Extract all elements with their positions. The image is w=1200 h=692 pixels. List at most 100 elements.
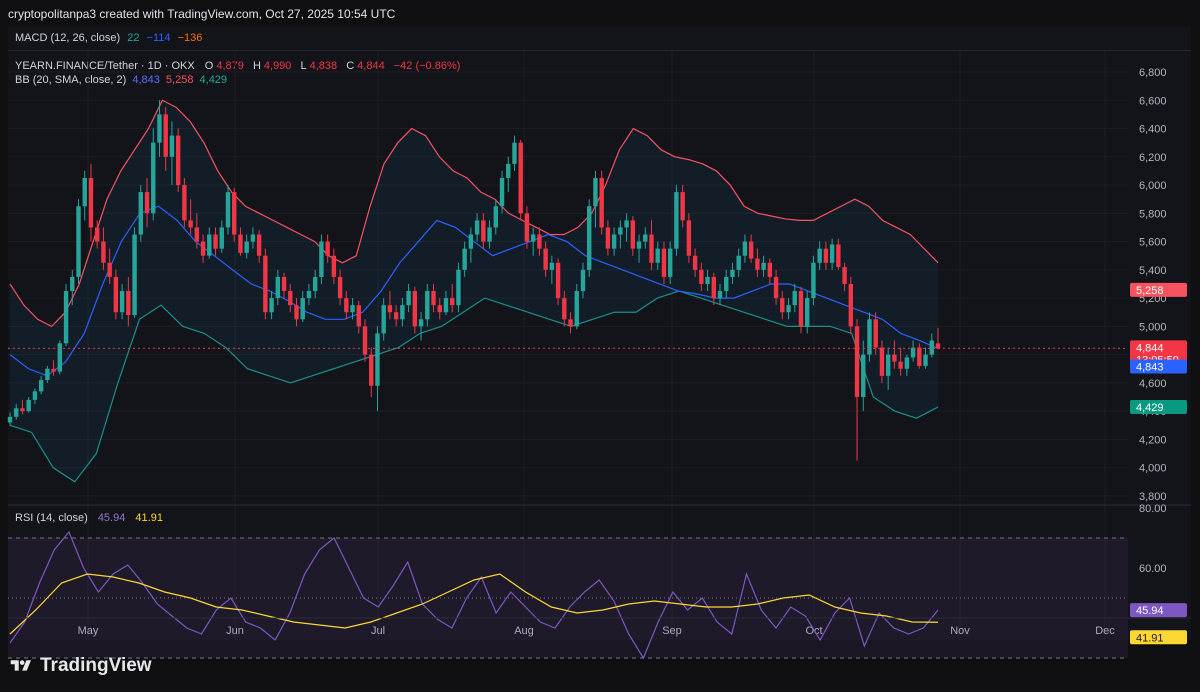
candle-body bbox=[736, 255, 741, 270]
candle-body bbox=[904, 357, 910, 369]
price-tick-label: 6,200 bbox=[1139, 152, 1167, 164]
candle-body bbox=[605, 227, 611, 249]
candle-body bbox=[611, 234, 617, 249]
candle-body bbox=[225, 192, 231, 228]
price-tick-label: 4,600 bbox=[1139, 378, 1167, 390]
candle-body bbox=[543, 248, 548, 270]
tradingview-logo[interactable]: TradingView bbox=[8, 655, 152, 677]
candle-body bbox=[331, 255, 337, 277]
time-tick-label: Nov bbox=[950, 625, 970, 637]
time-tick-label: Sep bbox=[662, 625, 682, 637]
candle-body bbox=[38, 380, 44, 392]
candle-body bbox=[786, 305, 791, 313]
candle-body bbox=[113, 276, 119, 313]
rsi-ma-value: 41.91 bbox=[135, 512, 163, 524]
candle-body bbox=[263, 255, 268, 313]
rsi-tag-bg bbox=[1130, 603, 1187, 618]
candle-body bbox=[562, 298, 567, 320]
bb-basis-line bbox=[9, 205, 939, 377]
rsi-ma-tag-bg bbox=[1130, 630, 1187, 645]
candle-body bbox=[300, 298, 305, 320]
candle-body bbox=[661, 248, 667, 277]
candle-body bbox=[281, 276, 287, 292]
candle-body bbox=[126, 291, 131, 316]
candle-body bbox=[132, 234, 137, 316]
candle-body bbox=[51, 368, 56, 372]
candle-body bbox=[524, 213, 530, 242]
candle-body bbox=[275, 276, 281, 299]
candle-body bbox=[325, 241, 330, 256]
upper-band-tag-text: 5,258 bbox=[1136, 285, 1164, 297]
candle-body bbox=[537, 234, 542, 249]
candle-body bbox=[724, 276, 729, 292]
candle-body bbox=[232, 192, 237, 235]
candle-body bbox=[761, 262, 766, 270]
candle-body bbox=[45, 368, 50, 381]
pane-separator[interactable] bbox=[8, 50, 1191, 51]
price-tick-label: 4,200 bbox=[1139, 434, 1167, 446]
candle-body bbox=[431, 291, 436, 306]
candle-body bbox=[767, 262, 773, 277]
candle-body bbox=[94, 227, 100, 242]
time-tick-label: Jun bbox=[226, 625, 244, 637]
candle-body bbox=[493, 206, 498, 228]
tradingview-icon bbox=[10, 660, 31, 671]
time-tick-label: May bbox=[78, 625, 99, 637]
candle-body bbox=[369, 354, 374, 386]
candle-body bbox=[910, 347, 916, 358]
symbol-name: YEARN.FINANCE/Tether · 1D · OKX bbox=[15, 60, 195, 72]
candle-body bbox=[892, 354, 897, 362]
candle-body bbox=[269, 298, 274, 313]
macd-value-2: −114 bbox=[146, 32, 171, 44]
time-tick-label: Jul bbox=[371, 625, 385, 637]
candle-body bbox=[200, 241, 206, 256]
candle-body bbox=[107, 262, 112, 277]
bb-lower-line bbox=[9, 290, 939, 483]
candle-body bbox=[655, 248, 660, 263]
candle-body bbox=[817, 248, 822, 263]
candle-body bbox=[194, 227, 200, 242]
close-label: C bbox=[346, 60, 355, 72]
macd-value-1: 22 bbox=[127, 32, 140, 44]
candle-body bbox=[406, 291, 411, 306]
candle-body bbox=[699, 269, 704, 284]
candle-body bbox=[381, 305, 386, 334]
candle-body bbox=[580, 269, 586, 292]
bb-legend[interactable]: BB (20, SMA, close, 2) 4,843 5,258 4,429 bbox=[15, 74, 230, 86]
price-tick-label: 6,000 bbox=[1139, 180, 1167, 192]
macd-legend[interactable]: MACD (12, 26, close) 22 −114 −136 bbox=[15, 32, 202, 44]
candle-body bbox=[63, 291, 69, 344]
candle-body bbox=[456, 269, 461, 306]
candle-body bbox=[705, 276, 710, 284]
candle-body bbox=[773, 276, 779, 299]
candle-body bbox=[375, 333, 380, 386]
candle-body bbox=[151, 142, 156, 214]
candle-body bbox=[344, 298, 349, 313]
candle-body bbox=[599, 177, 604, 228]
price-tick-label: 6,800 bbox=[1139, 67, 1167, 79]
candle-body bbox=[400, 305, 405, 320]
candle-body bbox=[649, 234, 654, 263]
candle-body bbox=[618, 227, 623, 235]
price-tick-label: 5,400 bbox=[1139, 265, 1167, 277]
open-value: 4,879 bbox=[216, 60, 244, 72]
candle-body bbox=[306, 291, 312, 299]
candle-body bbox=[730, 269, 735, 277]
upper-band-tag-bg bbox=[1130, 282, 1187, 297]
rsi-label: RSI (14, close) bbox=[15, 512, 88, 524]
symbol-legend[interactable]: YEARN.FINANCE/Tether · 1D · OKX O 4,879 H… bbox=[15, 60, 463, 72]
candle-body bbox=[518, 142, 523, 214]
candle-body bbox=[755, 258, 760, 270]
candle-body bbox=[867, 319, 872, 355]
candle-body bbox=[437, 305, 442, 313]
candle-body bbox=[32, 391, 38, 400]
high-value: 4,990 bbox=[263, 60, 292, 72]
candle-body bbox=[630, 220, 636, 249]
rsi-tick-label: 80.00 bbox=[1139, 503, 1167, 515]
candle-body bbox=[238, 234, 243, 253]
candle-body bbox=[474, 220, 480, 235]
rsi-legend[interactable]: RSI (14, close) 45.94 41.91 bbox=[15, 512, 166, 524]
candle-body bbox=[842, 267, 847, 284]
candle-body bbox=[929, 340, 934, 355]
